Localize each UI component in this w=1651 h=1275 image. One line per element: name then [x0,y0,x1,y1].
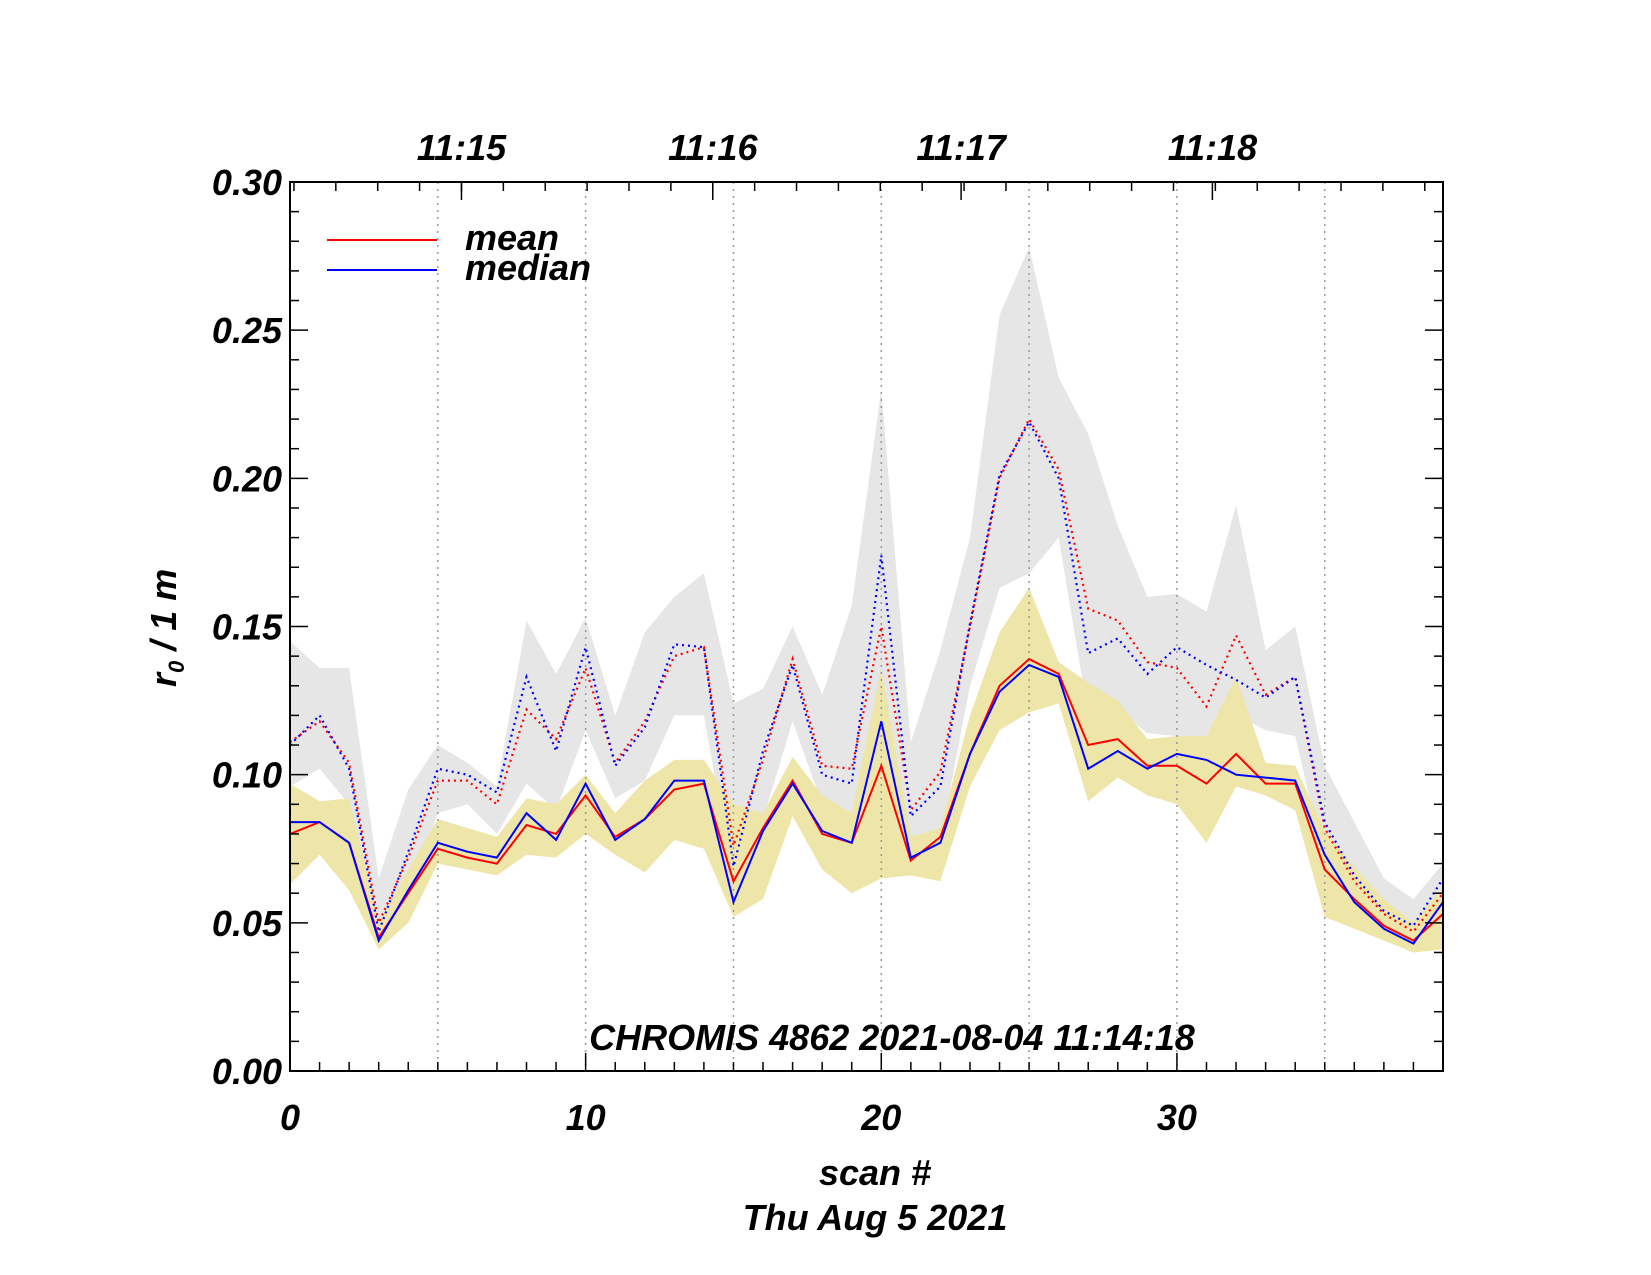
x-tick-label: 20 [860,1097,901,1138]
y-tick-label: 0.10 [212,755,282,796]
y-axis-title: r0 / 1 m [143,569,189,687]
time-tick-label: 11:15 [417,127,507,168]
series-line-median [290,663,1444,945]
band-solid-range [290,588,1443,953]
x-tick-label: 0 [280,1097,300,1138]
x-tick-label: 30 [1157,1097,1197,1138]
bands-layer [290,247,1443,953]
x-axis-title: scan # [819,1152,931,1193]
grid-layer [437,182,1326,1071]
series-layer [289,416,1444,945]
x-axis-subtitle: Thu Aug 5 2021 [743,1197,1008,1238]
chart-annotation: CHROMIS 4862 2021-08-04 11:14:18 [589,1017,1195,1058]
y-tick-label: 0.30 [212,162,282,203]
series-line-mean [289,657,1444,942]
y-tick-label: 0.25 [212,310,283,351]
y-axis-title-subscript: 0 [164,660,189,673]
axes-layer: 11:15 11:16 11:17 11:18 0 10 20 30 0.00 0.05 0.10 0… [212,127,1444,1138]
y-axis-title-rest: / 1 m [143,569,184,661]
y-tick-label: 0.05 [212,903,283,944]
y-tick-label: 0.15 [212,607,283,648]
band-dotted-range [290,247,1443,947]
legend-median-label: median [465,247,591,288]
legend-mean-label: mean [465,217,559,258]
y-tick-label: 0.00 [212,1051,282,1092]
y-axis-title-main: r [143,671,184,687]
x-tick-label: 10 [566,1097,606,1138]
legend: mean median [327,217,591,288]
y-tick-label: 0.20 [212,458,282,499]
svg-text:r0 / 1 m: r0 / 1 m [143,569,189,687]
time-tick-label: 11:18 [1168,127,1257,168]
time-tick-label: 11:16 [668,127,758,168]
time-tick-label: 11:17 [916,127,1007,168]
